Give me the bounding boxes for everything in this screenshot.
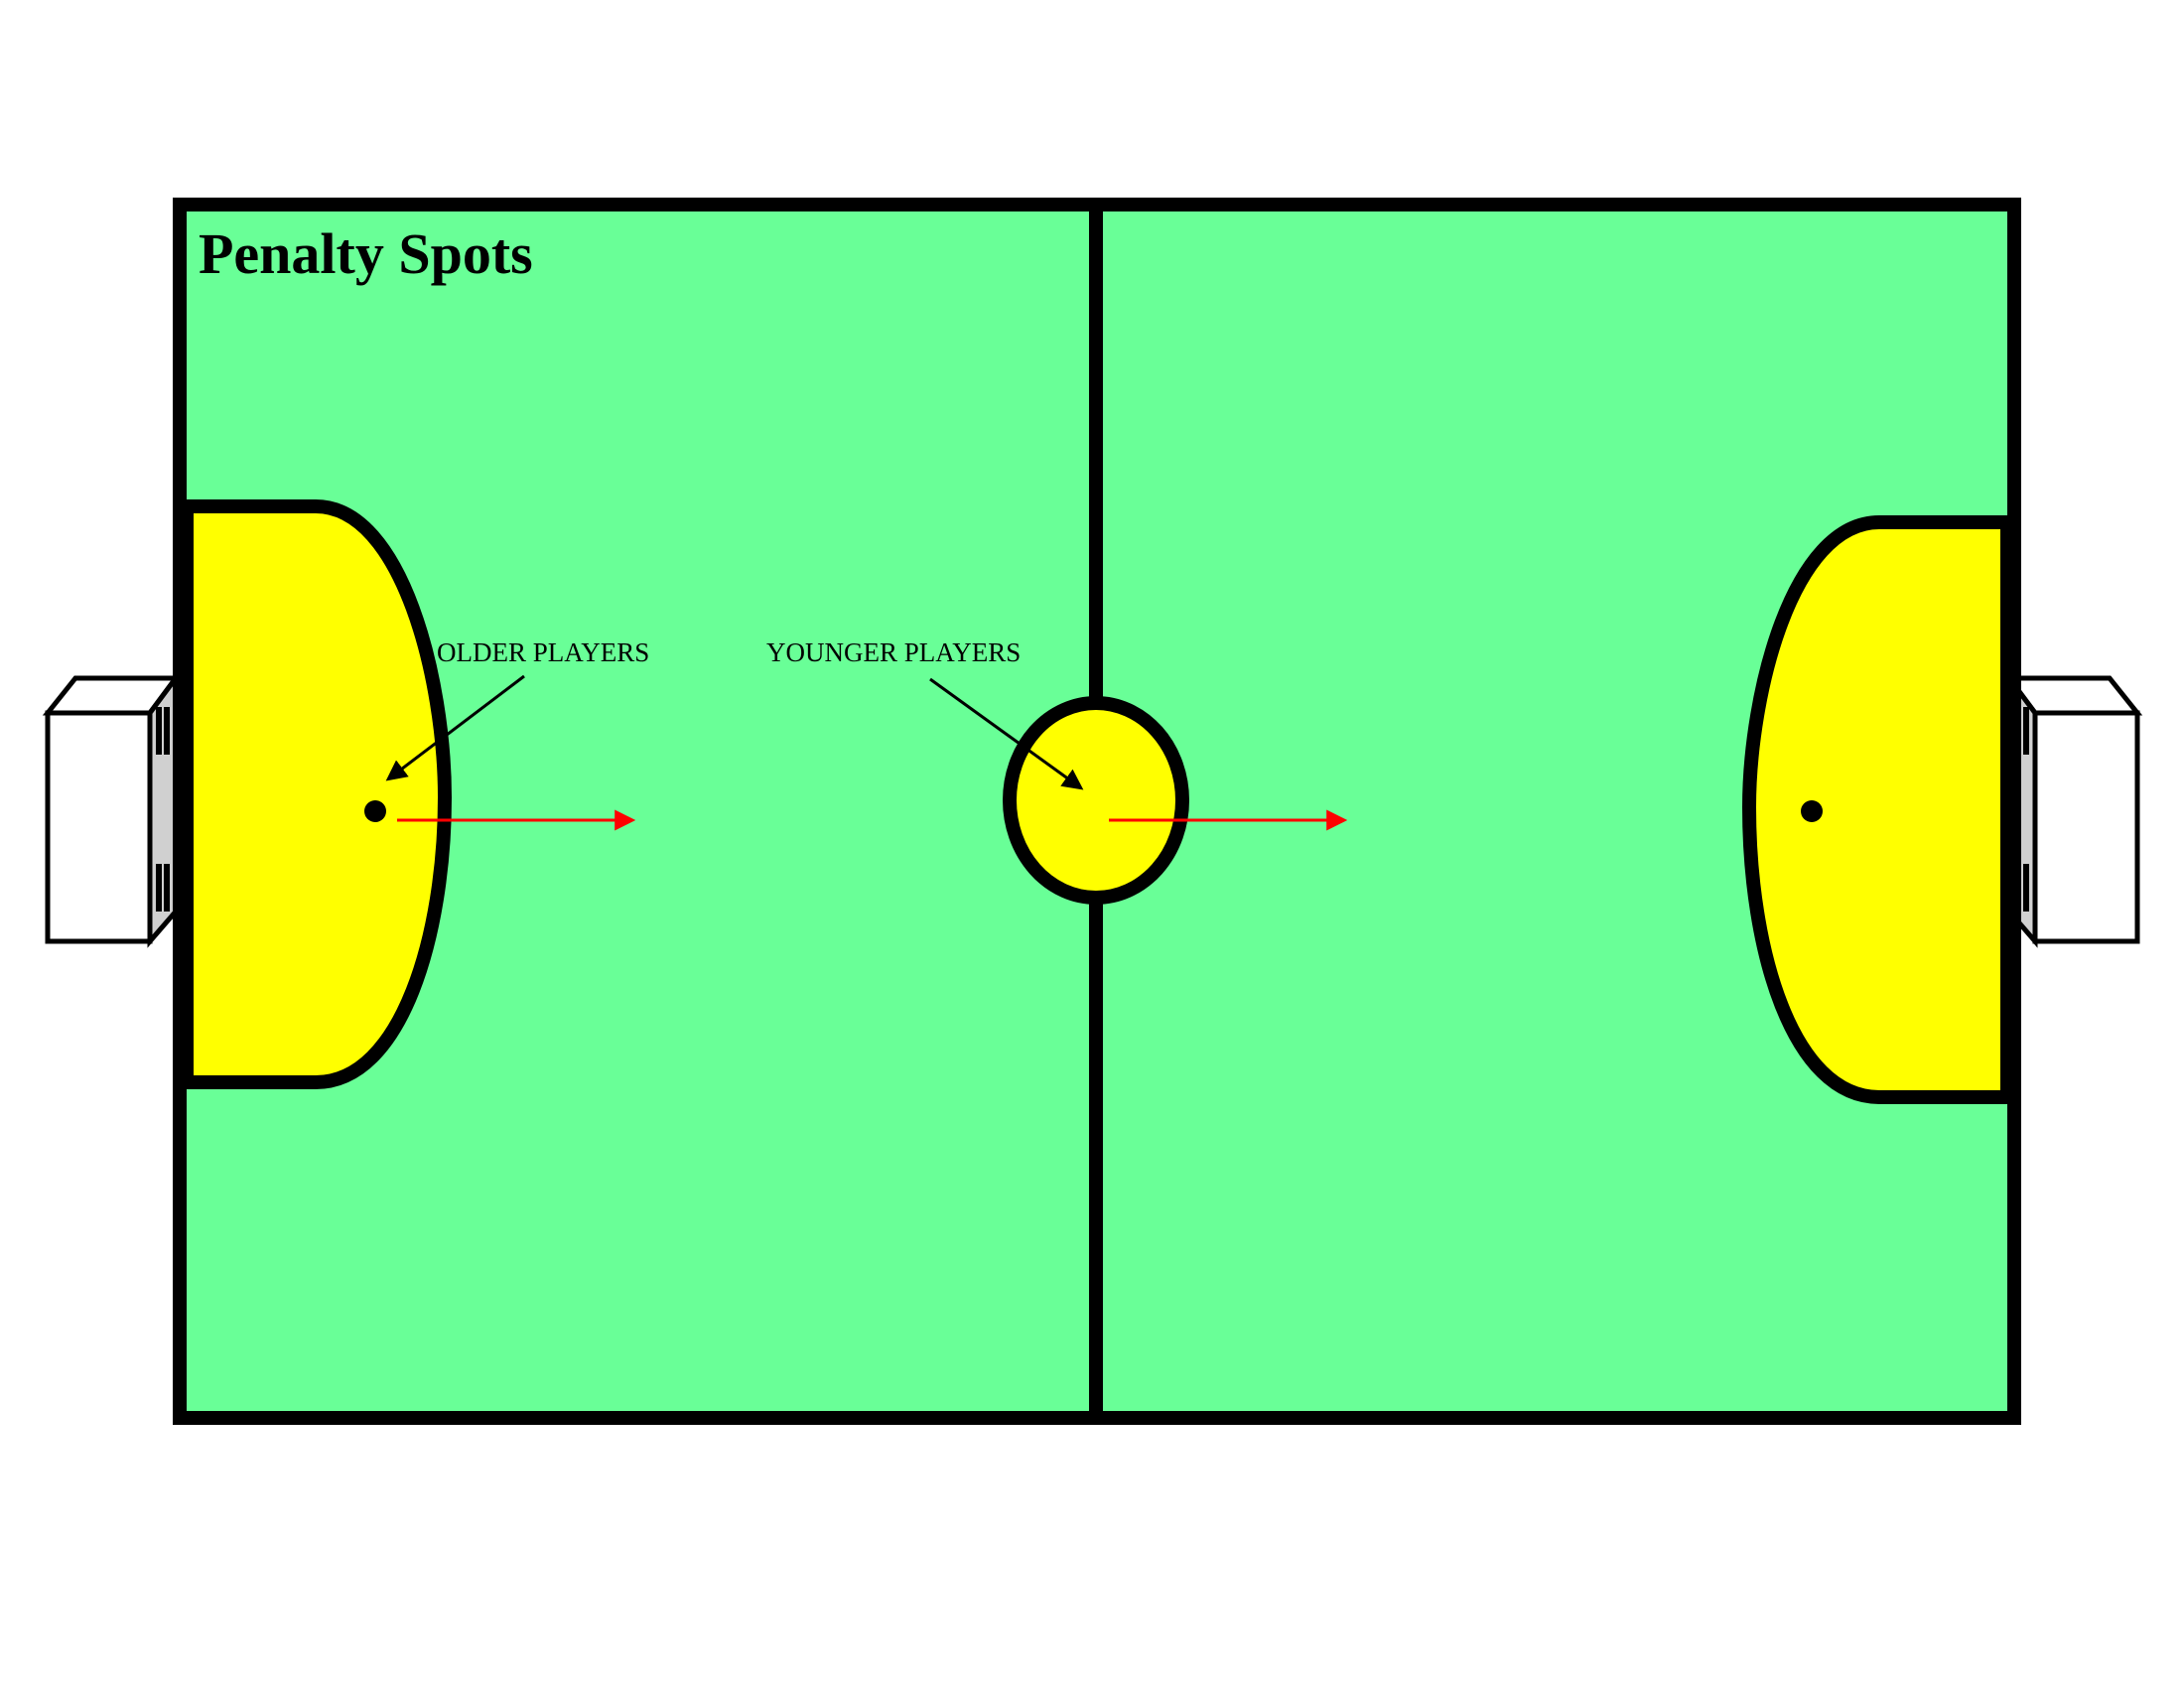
right-penalty-spot (1801, 800, 1823, 822)
left-penalty-spot (364, 800, 386, 822)
older-players-label: OLDER PLAYERS (437, 637, 649, 667)
older-players-pointer-arrow (385, 674, 525, 781)
left-penalty-area (180, 499, 453, 1089)
center-circle (1003, 696, 1189, 905)
right-penalty-area (1741, 515, 2014, 1104)
right-goal-icon (2004, 670, 2143, 948)
younger-players-pointer-arrow (929, 677, 1084, 790)
younger-players-label: YOUNGER PLAYERS (766, 637, 1021, 667)
diagram-title: Penalty Spots (199, 221, 533, 286)
left-goal-icon (42, 670, 181, 948)
